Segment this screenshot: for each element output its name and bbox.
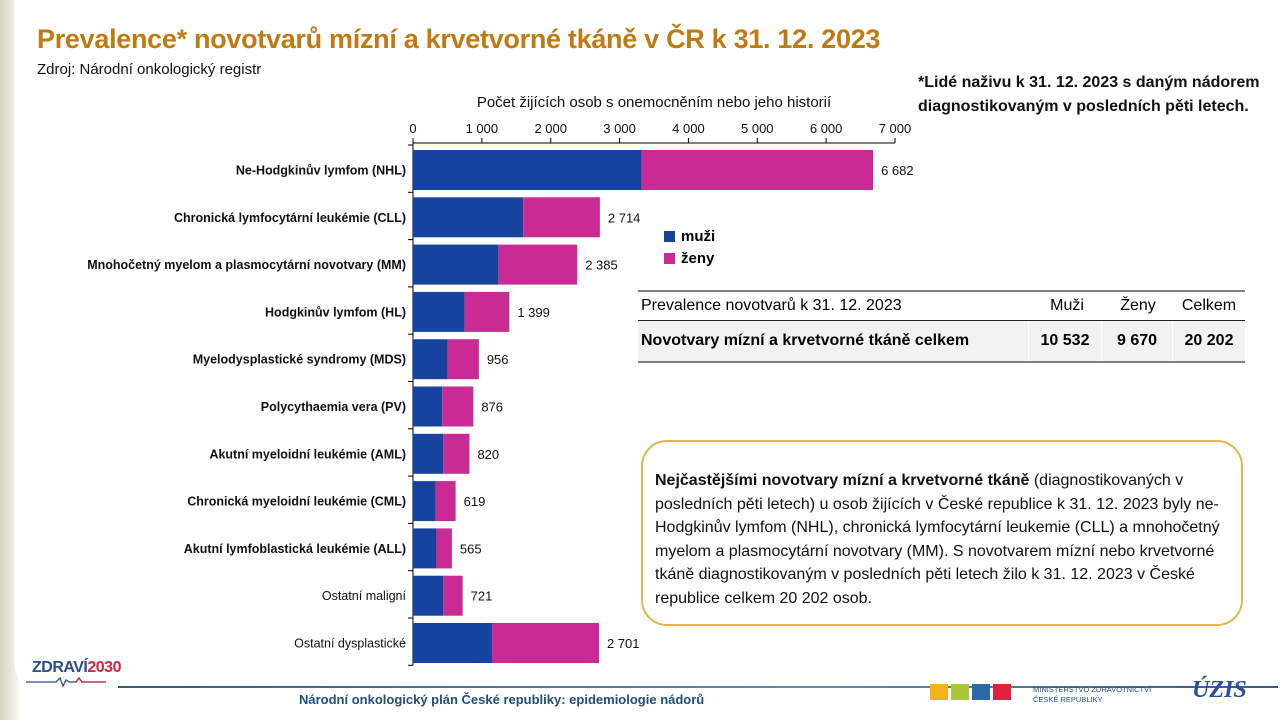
- legend-label-male: muži: [681, 227, 716, 245]
- legend-swatch-female: [664, 252, 675, 264]
- bar-female: [436, 528, 452, 569]
- ministry-logo-red-icon: [993, 684, 1011, 700]
- bar-female: [491, 623, 599, 663]
- summary-table: Prevalence novotvarů k 31. 12. 2023 Muži…: [638, 290, 1245, 363]
- legend-swatch-male: [664, 230, 675, 242]
- total-value-label: 956: [487, 352, 509, 367]
- bar-male: [413, 623, 492, 663]
- ministry-logo-icons: [930, 684, 1011, 700]
- logo-text-2030: 2030: [87, 659, 121, 676]
- table-cell-female: 9 670: [1101, 321, 1172, 361]
- summary-text: (diagnostikovaných v posledních pěti let…: [655, 472, 1220, 607]
- ministry-name-line-2: ČESKÉ REPUBLIKY: [1033, 695, 1103, 704]
- bar-male: [413, 481, 436, 522]
- ministry-logo-green-icon: [951, 684, 969, 700]
- x-axis: 0 1 000 2 000 3 000 4 000 5 000 6 000 7 000: [408, 121, 912, 666]
- footer-divider: [118, 686, 1278, 688]
- ministry-name-line-1: MINISTERSTVO ZDRAVOTNICTVÍ: [1033, 685, 1152, 694]
- ministry-logo-blue-icon: [972, 684, 990, 700]
- category-label: Myelodysplastické syndromy (MDS): [193, 353, 406, 367]
- x-tick-label: 1 000: [466, 121, 499, 136]
- bar-female: [447, 339, 479, 380]
- bar-female: [641, 150, 874, 190]
- total-value-label: 6 682: [881, 163, 914, 178]
- category-label: Akutní myeloidní leukémie (AML): [209, 447, 406, 461]
- page-title: Prevalence* novotvarů mízní a krvetvorné…: [37, 24, 881, 54]
- footnote-line-2: diagnostikovaným v posledních pěti letec…: [918, 98, 1249, 115]
- category-label: Ostatní dysplastické: [294, 637, 406, 651]
- bar-male: [413, 150, 642, 190]
- table-header-total: Celkem: [1181, 297, 1237, 314]
- x-tick-label: 5 000: [741, 121, 774, 136]
- x-tick-label: 4 000: [672, 121, 705, 136]
- bar-male: [413, 339, 448, 380]
- total-value-label: 2 701: [607, 636, 640, 651]
- table-row: Novotvary mízní a krvetvorné tkáně celke…: [638, 321, 1245, 361]
- bar-female: [443, 575, 463, 616]
- chart-legend: muži ženy: [664, 225, 715, 269]
- uzis-logo: ÚZIS: [1192, 677, 1247, 703]
- bar-male: [413, 197, 524, 238]
- table-cell-label: Novotvary mízní a krvetvorné tkáně celke…: [641, 332, 970, 349]
- table-cell-total: 20 202: [1172, 321, 1245, 361]
- category-label: Chronická lymfocytární leukémie (CLL): [174, 211, 406, 225]
- x-tick-label: 6 000: [810, 121, 843, 136]
- legend-label-female: ženy: [681, 249, 715, 267]
- logo-text-zdravi: ZDRAVÍ: [32, 659, 88, 676]
- bar-male: [413, 244, 499, 285]
- table-header-male: Muži: [1050, 297, 1084, 314]
- category-label: Polycythaemia vera (PV): [261, 400, 406, 414]
- category-label: Hodgkinův lymfom (HL): [265, 305, 406, 319]
- category-label: Mnohočetný myelom a plasmocytární novotv…: [87, 258, 406, 272]
- table-header-female: Ženy: [1120, 297, 1156, 314]
- category-label: Ne-Hodgkinův lymfom (NHL): [236, 164, 406, 178]
- category-label: Akutní lymfoblastická leukémie (ALL): [184, 542, 406, 556]
- table-header-title: Prevalence novotvarů k 31. 12. 2023: [641, 297, 902, 314]
- x-tick-label: 0: [409, 121, 416, 136]
- category-label: Ostatní maligní: [322, 589, 407, 603]
- data-source: Zdroj: Národní onkologický registr: [37, 61, 262, 78]
- x-axis-label: Počet žijících osob s onemocněním nebo j…: [477, 94, 832, 111]
- x-tick-label: 2 000: [534, 121, 567, 136]
- table-cell-male: 10 532: [1028, 321, 1101, 361]
- bar-male: [413, 291, 465, 332]
- total-value-label: 820: [477, 447, 499, 462]
- bar-female: [435, 481, 456, 522]
- total-value-label: 2 714: [608, 210, 641, 225]
- bar-male: [413, 386, 443, 427]
- total-value-label: 2 385: [585, 258, 618, 273]
- total-value-label: 1 399: [517, 305, 550, 320]
- table-header-row: Prevalence novotvarů k 31. 12. 2023 Muži…: [638, 292, 1245, 321]
- pulse-line-icon: [26, 676, 106, 688]
- category-label: Chronická myeloidní leukémie (CML): [187, 495, 406, 509]
- footnote: *Lidé naživu k 31. 12. 2023 s daným nádo…: [918, 71, 1259, 119]
- x-tick-label: 3 000: [603, 121, 636, 136]
- category-labels: Ne-Hodgkinův lymfom (NHL) Chronická lymfo…: [87, 164, 406, 651]
- bar-female: [523, 197, 600, 238]
- bars: 6 682 2 714 2 385 1 399 956 876 820 619 565 721 2 …: [413, 150, 914, 663]
- legend-item-female: ženy: [664, 247, 715, 269]
- footnote-line-1: *Lidé naživu k 31. 12. 2023 s daným nádo…: [918, 74, 1260, 91]
- summary-textbox: Nejčastějšími novotvary mízní a krvetvor…: [641, 440, 1243, 626]
- bar-male: [413, 528, 437, 569]
- ministry-name: MINISTERSTVO ZDRAVOTNICTVÍ ČESKÉ REPUBLI…: [1033, 685, 1151, 705]
- x-tick-label: 7 000: [879, 121, 912, 136]
- bar-female: [498, 244, 578, 285]
- bar-male: [413, 433, 444, 474]
- summary-text-bold: Nejčastějšími novotvary mízní a krvetvor…: [655, 472, 1030, 489]
- bar-female: [442, 386, 474, 427]
- total-value-label: 721: [471, 589, 493, 604]
- bar-male: [413, 575, 444, 616]
- total-value-label: 619: [464, 494, 486, 509]
- total-value-label: 876: [481, 400, 503, 415]
- bar-female: [443, 433, 470, 474]
- zdravi-2030-logo: ZDRAVÍ2030: [32, 659, 121, 677]
- footer-text: Národní onkologický plán České republiky…: [299, 692, 705, 707]
- legend-item-male: muži: [664, 225, 715, 247]
- ministry-logo-orange-icon: [930, 684, 948, 700]
- total-value-label: 565: [460, 541, 482, 556]
- bar-female: [464, 291, 510, 332]
